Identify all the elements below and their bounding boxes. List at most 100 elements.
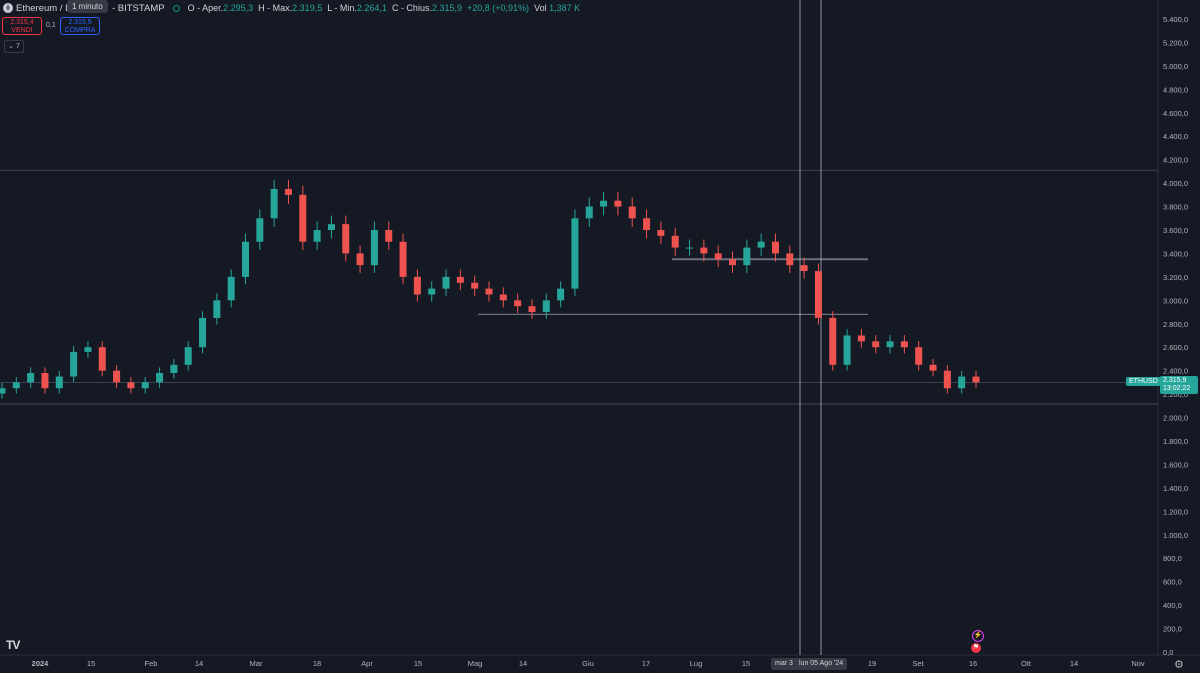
- high-label: H - Max.: [258, 3, 293, 13]
- low-value: 2.264,1: [356, 3, 387, 13]
- y-tick-label: 3.400,0: [1163, 249, 1188, 258]
- lightning-event-icon[interactable]: ⚡: [972, 630, 984, 642]
- tradingview-logo-icon[interactable]: TV: [6, 638, 20, 652]
- candle-body: [213, 300, 221, 318]
- candle-body: [199, 317, 207, 348]
- buy-price: 2.315,5: [68, 19, 92, 26]
- candle-body: [70, 351, 78, 377]
- x-tick-label: Feb: [145, 659, 158, 668]
- candle-body: [356, 253, 364, 266]
- candle-body: [671, 235, 679, 248]
- candle-body: [886, 341, 894, 348]
- x-tick-label: Nov: [1131, 659, 1145, 668]
- x-tick-label: 14: [519, 659, 527, 668]
- chevron-down-icon: ⌄: [8, 43, 14, 50]
- bar-countdown: 13:02:22: [1163, 385, 1191, 392]
- sell-price: 2.315,4: [10, 19, 34, 26]
- y-tick-label: 200,0: [1163, 625, 1182, 634]
- x-tick-label: Giu: [582, 659, 594, 668]
- y-tick-label: 3.000,0: [1163, 296, 1188, 305]
- market-status-icon[interactable]: [172, 4, 180, 12]
- y-tick-label: 2.200,0: [1163, 390, 1188, 399]
- high-value: 2.319,5: [292, 3, 323, 13]
- candle-body: [227, 276, 235, 301]
- y-tick-label: 2.800,0: [1163, 320, 1188, 329]
- candle-body: [542, 300, 550, 313]
- exchange-label: - BITSTAMP: [111, 2, 165, 14]
- indicators-toggle[interactable]: ⌄ 7: [4, 40, 24, 53]
- candle-body: [370, 230, 378, 266]
- x-tick-label: Mag: [468, 659, 483, 668]
- candle-body: [127, 382, 135, 389]
- x-tick-label: 19: [868, 659, 876, 668]
- spread-value: 0,1: [46, 22, 56, 29]
- candle-body: [829, 317, 837, 365]
- candle-body: [614, 200, 622, 207]
- x-tick-label: 15: [742, 659, 750, 668]
- candle-body: [27, 373, 35, 383]
- candle-body: [686, 247, 694, 249]
- candle-body: [456, 276, 464, 283]
- y-tick-label: 3.200,0: [1163, 273, 1188, 282]
- ohlc-legend: O - Aper.2.295,3 H - Max.2.319,5 L - Min…: [188, 3, 581, 13]
- crosshair-date-1: mar 3: [771, 658, 797, 670]
- symbol-title[interactable]: Ethereum / D: [16, 2, 72, 14]
- y-tick-label: 4.000,0: [1163, 179, 1188, 188]
- y-tick-label: 3.600,0: [1163, 226, 1188, 235]
- candle-body: [714, 253, 722, 260]
- y-tick-label: 4.400,0: [1163, 132, 1188, 141]
- candle-body: [84, 347, 92, 352]
- y-tick-label: 0,0: [1163, 648, 1173, 657]
- candle-body: [327, 224, 335, 230]
- candle-body: [256, 218, 264, 242]
- volume-value: 1,387 K: [549, 3, 581, 13]
- candle-body: [413, 276, 421, 295]
- candle-body: [41, 373, 49, 389]
- candle-body: [313, 230, 321, 242]
- x-tick-label: 15: [87, 659, 95, 668]
- x-tick-label: Ott: [1021, 659, 1032, 668]
- x-tick-label: 17: [642, 659, 650, 668]
- y-tick-label: 3.800,0: [1163, 203, 1188, 212]
- candle-body: [471, 282, 479, 289]
- change-value: +20,8 (+0,91%): [467, 3, 530, 13]
- candle-body: [113, 370, 121, 383]
- candle-body: [771, 241, 779, 254]
- last-price: 2.315,9: [1163, 377, 1187, 384]
- candle-body: [814, 271, 822, 318]
- candle-body: [628, 206, 636, 219]
- candle-body: [900, 341, 908, 348]
- candle-body: [399, 241, 407, 277]
- x-tick-label: Set: [912, 659, 924, 668]
- candle-body: [499, 294, 507, 301]
- y-tick-label: 1.000,0: [1163, 531, 1188, 540]
- x-tick-label: 16: [969, 659, 977, 668]
- candle-body: [600, 200, 608, 207]
- interval-tooltip: 1 minuto: [67, 0, 108, 13]
- candle-body: [55, 376, 63, 389]
- x-tick-label: 18: [313, 659, 321, 668]
- buy-button[interactable]: 2.315,5 COMPRA: [60, 17, 100, 35]
- candle-body: [958, 376, 966, 389]
- candle-body: [700, 247, 708, 254]
- candle-body: [156, 373, 164, 383]
- y-tick-label: 1.600,0: [1163, 460, 1188, 469]
- y-tick-label: 400,0: [1163, 601, 1182, 610]
- x-tick-label: Mar: [250, 659, 263, 668]
- candle-body: [0, 388, 6, 394]
- buy-label: COMPRA: [64, 27, 96, 34]
- gear-icon[interactable]: ⚙: [1174, 659, 1184, 671]
- symbol-header: Ethereum / D - BITSTAMP O - Aper.2.295,3…: [0, 0, 580, 16]
- sell-button[interactable]: 2.315,4 VENDI: [2, 17, 42, 35]
- flag-event-icon[interactable]: ⚑: [971, 643, 981, 653]
- candle-body: [643, 218, 651, 230]
- candle-body: [184, 347, 192, 365]
- y-tick-label: 1.200,0: [1163, 507, 1188, 516]
- crosshair-date-2: lun 05 Ago '24: [795, 658, 848, 670]
- open-value: 2.295,3: [223, 3, 254, 13]
- candle-body: [485, 288, 493, 295]
- candle-body: [385, 230, 393, 242]
- symbol-price-tag: ETHUSD: [1126, 377, 1161, 386]
- candle-body: [342, 224, 350, 254]
